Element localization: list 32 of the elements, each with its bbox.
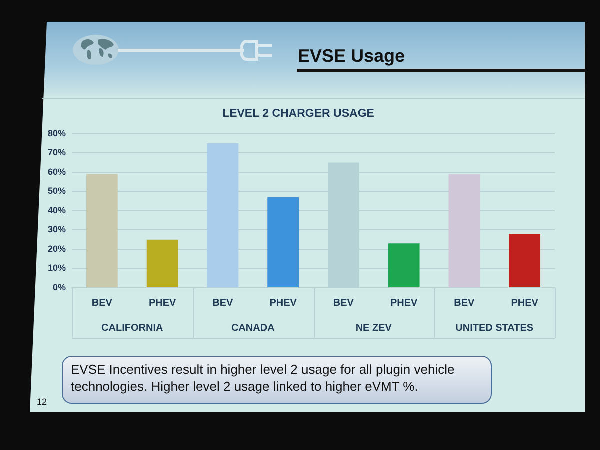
y-tick-label: 40% — [48, 205, 66, 216]
text: PHEV — [390, 298, 418, 309]
y-tick-label: 50% — [48, 186, 66, 196]
text: EVSE Incentives result in higher level 2 usage for all plugin vehicle technologies. Higher level 2 usage linked to higher eVMT %. — [62, 356, 492, 404]
bar — [448, 174, 480, 288]
x-tick-label: NE ZEV — [356, 322, 392, 334]
chart-subtitle: LEVEL 2 CHARGER USAGE — [222, 108, 375, 120]
x-tick-label: CALIFORNIA — [102, 322, 164, 334]
bar — [268, 197, 300, 288]
text: BEV — [454, 298, 475, 309]
y-tick-label: 10% — [48, 263, 66, 274]
series-label: BEV — [92, 298, 113, 309]
y-tick-label: 70% — [48, 148, 66, 158]
bar — [86, 174, 118, 288]
series-label: PHEV — [148, 298, 177, 309]
chart-title: EVSE Usage — [298, 46, 406, 66]
y-tick-label: 30% — [48, 224, 66, 235]
text: BEV — [212, 298, 234, 309]
text: PHEV — [511, 298, 538, 309]
text: BEV — [333, 298, 354, 309]
y-tick-label: 20% — [48, 244, 66, 254]
bar — [207, 143, 239, 288]
text: 12 — [37, 397, 48, 407]
bar — [509, 234, 541, 288]
x-tick-label: UNITED STATES — [456, 322, 534, 334]
bar — [146, 240, 178, 288]
text: PHEV — [270, 298, 297, 309]
bar — [388, 244, 420, 288]
y-tick-label: 60% — [48, 166, 66, 177]
y-tick-label: 0% — [53, 282, 66, 292]
x-tick-label: CANADA — [231, 322, 275, 334]
y-tick-label: 80% — [48, 128, 66, 138]
